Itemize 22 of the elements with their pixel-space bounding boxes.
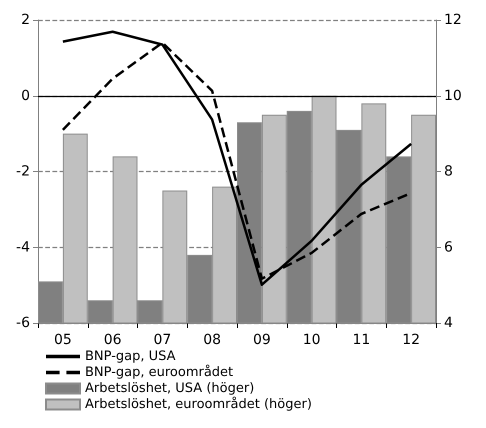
legend-label: Arbetslöshet, euroområdet (höger) [85, 396, 312, 412]
x-tick-label: 10 [302, 332, 321, 348]
y-tick-label: 2 [21, 12, 30, 28]
y-tick-label: -4 [16, 239, 30, 256]
x-tick-label: 05 [54, 332, 72, 348]
x-tick-label: 08 [203, 332, 222, 348]
x-tick-label: 12 [402, 332, 420, 348]
y-tick-label: -2 [16, 164, 30, 180]
y2-tick-label: 8 [444, 164, 453, 180]
x-tick-label: 07 [153, 332, 172, 348]
x-tick-label: 11 [352, 332, 370, 348]
y2-tick-label: 6 [444, 239, 453, 256]
y-tick-label: -6 [16, 315, 30, 331]
x-tick-label: 09 [252, 332, 271, 348]
legend-label: BNP-gap, euroområdet [85, 364, 234, 380]
y2-tick-label: 4 [444, 315, 453, 331]
x-tick-label: 06 [104, 332, 122, 348]
legend-label: BNP-gap, USA [85, 349, 176, 364]
legend-label: Arbetslöshet, USA (höger) [85, 381, 254, 396]
y-tick-label: 0 [21, 88, 30, 104]
y2-tick-label: 12 [444, 12, 462, 28]
y2-tick-label: 10 [444, 88, 462, 104]
